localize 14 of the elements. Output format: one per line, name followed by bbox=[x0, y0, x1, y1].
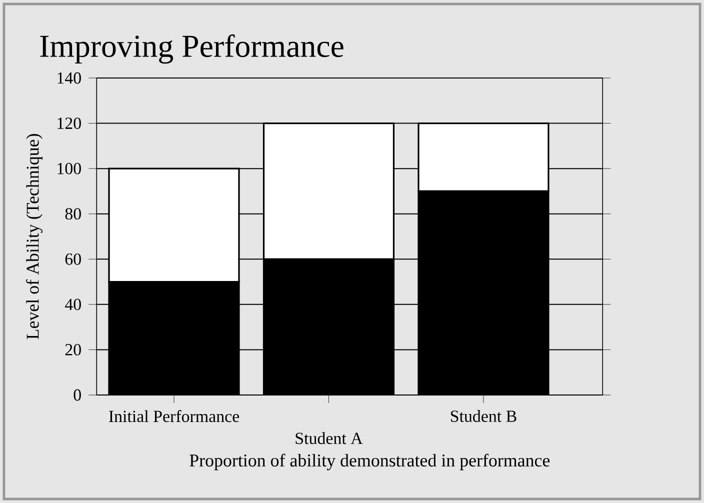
x-tick-label: Initial Performance bbox=[109, 410, 240, 422]
y-tick-label: 60 bbox=[65, 253, 81, 265]
x-tick-label: Student B bbox=[450, 410, 516, 422]
x-axis-title: Proportion of ability demonstrated in performance bbox=[190, 454, 550, 470]
y-axis-title: Level of Ability (Technique) bbox=[26, 134, 43, 340]
y-tick-label: 0 bbox=[74, 389, 81, 401]
y-tick-label: 80 bbox=[65, 208, 81, 220]
y-tick-label: 100 bbox=[58, 162, 81, 174]
y-tick-label: 20 bbox=[65, 344, 81, 356]
chart-title: Improving Performance bbox=[40, 34, 344, 64]
y-tick-label: 40 bbox=[65, 298, 81, 310]
x-tick-label: Student A bbox=[296, 432, 363, 444]
y-tick-label: 140 bbox=[58, 72, 81, 84]
y-tick-label: 120 bbox=[58, 118, 81, 129]
